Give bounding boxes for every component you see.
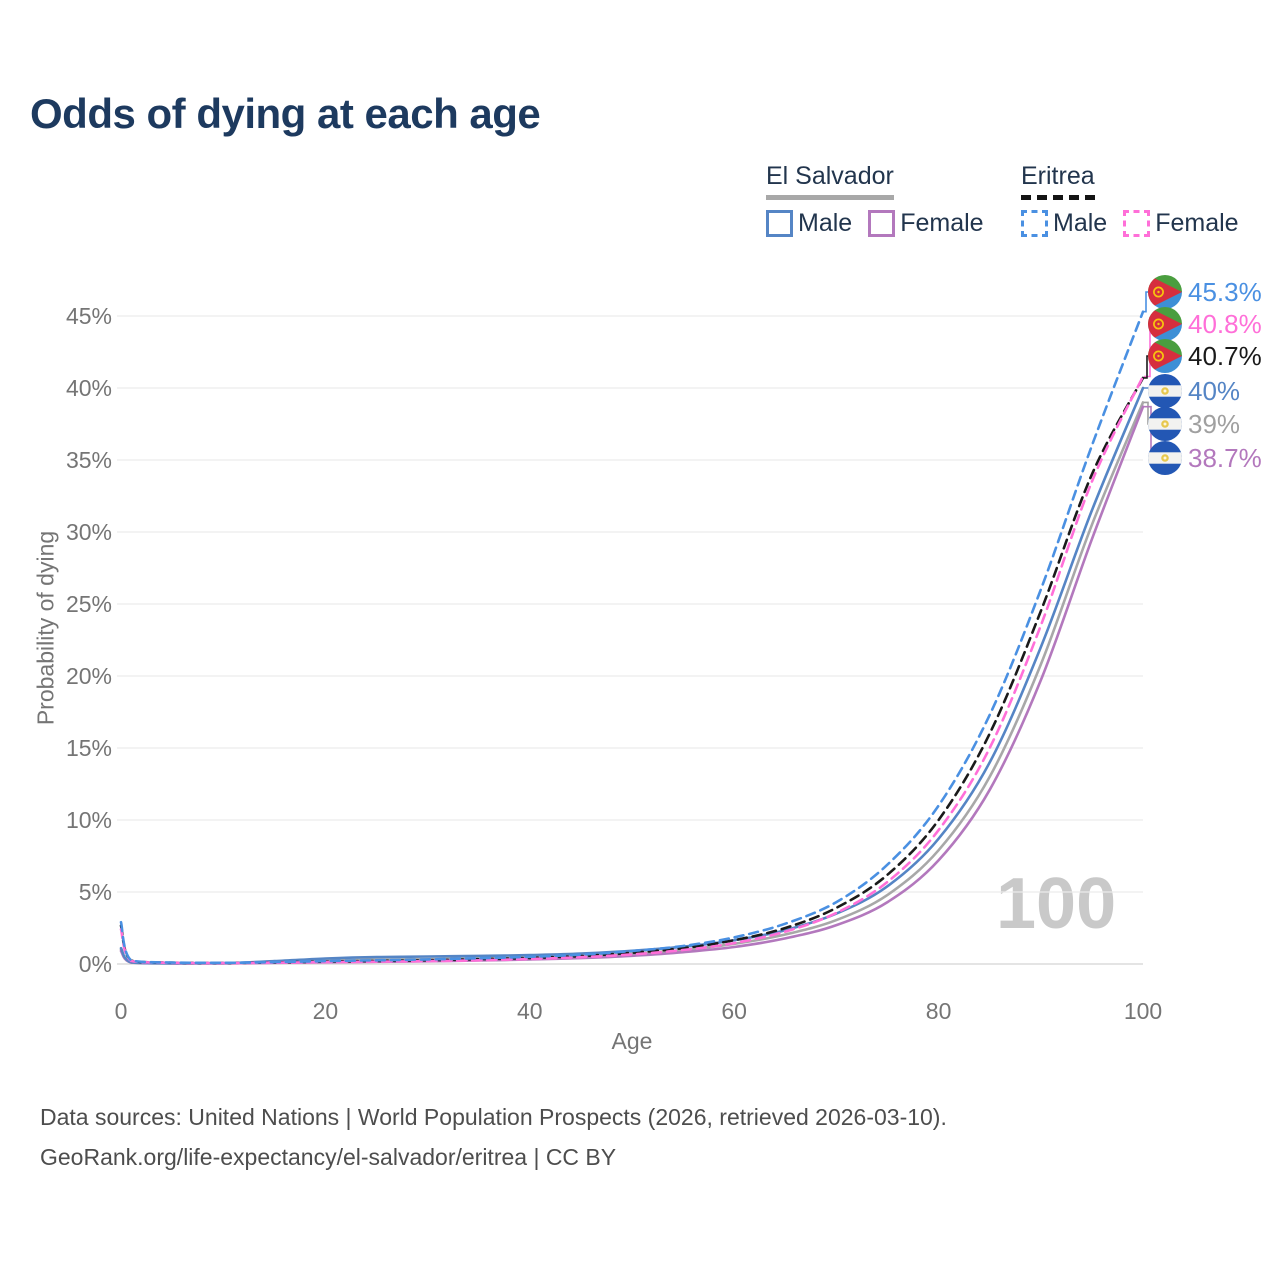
end-label-value: 40% (1188, 375, 1241, 406)
end-label-row-el-salvador-female: 38.7% (1148, 441, 1262, 475)
legend-swatch-el-salvador-male[interactable] (766, 210, 793, 237)
legend-swatch-eritrea-female[interactable] (1123, 210, 1151, 237)
eritrea-flag-icon (1148, 307, 1182, 341)
y-tick-label: 5% (78, 879, 112, 905)
x-tick-label: 60 (721, 998, 747, 1024)
end-label-row-el-salvador-male: 40% (1148, 374, 1240, 408)
end-label-value: 40.8% (1188, 308, 1262, 339)
y-tick-label: 20% (65, 663, 112, 689)
x-tick-label: 40 (517, 998, 543, 1024)
legend-label-eritrea-female[interactable]: Female (1155, 209, 1239, 237)
x-tick-label: 80 (925, 998, 952, 1024)
series-line-er_female[interactable] (119, 375, 1145, 965)
age-counter-watermark: 100 (996, 864, 1117, 944)
legend-heading-el-salvador: El Salvador (766, 162, 894, 200)
legend-group-el-salvador: El Salvador Male Female (766, 162, 1000, 238)
y-tick-label: 15% (65, 735, 112, 761)
attribution-line: GeoRank.org/life-expectancy/el-salvador/… (40, 1144, 617, 1170)
el-salvador-flag-icon (1148, 407, 1182, 441)
legend-swatch-el-salvador-female[interactable] (868, 210, 896, 237)
y-tick-label: 40% (65, 375, 112, 401)
x-tick-label: 20 (312, 998, 339, 1024)
end-label-value: 45.3% (1188, 276, 1262, 307)
end-label-row-el-salvador-total: 39% (1148, 407, 1240, 441)
x-tick-label: 100 (1123, 998, 1163, 1024)
page-title: Odds of dying at each age (30, 90, 541, 137)
eritrea-flag-icon (1148, 275, 1182, 309)
y-tick-label: 45% (65, 303, 112, 329)
end-label-value: 40.7% (1188, 340, 1262, 371)
end-label-row-eritrea-total: 40.7% (1148, 339, 1262, 373)
legend-label-el-salvador-female[interactable]: Female (900, 209, 984, 237)
end-label-row-eritrea-male: 45.3% (1148, 275, 1262, 309)
end-label-row-eritrea-female: 40.8% (1148, 307, 1262, 341)
series-line-er_total[interactable] (119, 376, 1145, 965)
series-line-er_male[interactable] (119, 310, 1145, 965)
legend-swatch-eritrea-male[interactable] (1021, 210, 1048, 237)
end-label-value: 39% (1188, 408, 1241, 439)
data-source-line: Data sources: United Nations | World Pop… (40, 1104, 947, 1130)
legend-label-eritrea-male[interactable]: Male (1053, 209, 1108, 237)
y-tick-label: 30% (65, 519, 112, 545)
eritrea-flag-icon (1148, 339, 1182, 373)
legend-group-eritrea: Eritrea Male Female (1021, 162, 1255, 238)
y-tick-label: 25% (65, 591, 112, 617)
series-line-es_total[interactable] (119, 401, 1145, 965)
el-salvador-flag-icon (1148, 374, 1182, 408)
legend-heading-eritrea: Eritrea (1021, 162, 1095, 200)
el-salvador-flag-icon (1148, 441, 1182, 475)
y-tick-label: 0% (78, 951, 112, 977)
x-axis-title: Age (611, 1028, 653, 1054)
x-tick-label: 0 (114, 998, 128, 1024)
series-line-es_female[interactable] (119, 405, 1145, 965)
y-tick-label: 10% (65, 807, 112, 833)
y-tick-label: 35% (65, 447, 112, 473)
legend-label-el-salvador-male[interactable]: Male (798, 209, 853, 237)
end-label-value: 38.7% (1188, 442, 1262, 473)
